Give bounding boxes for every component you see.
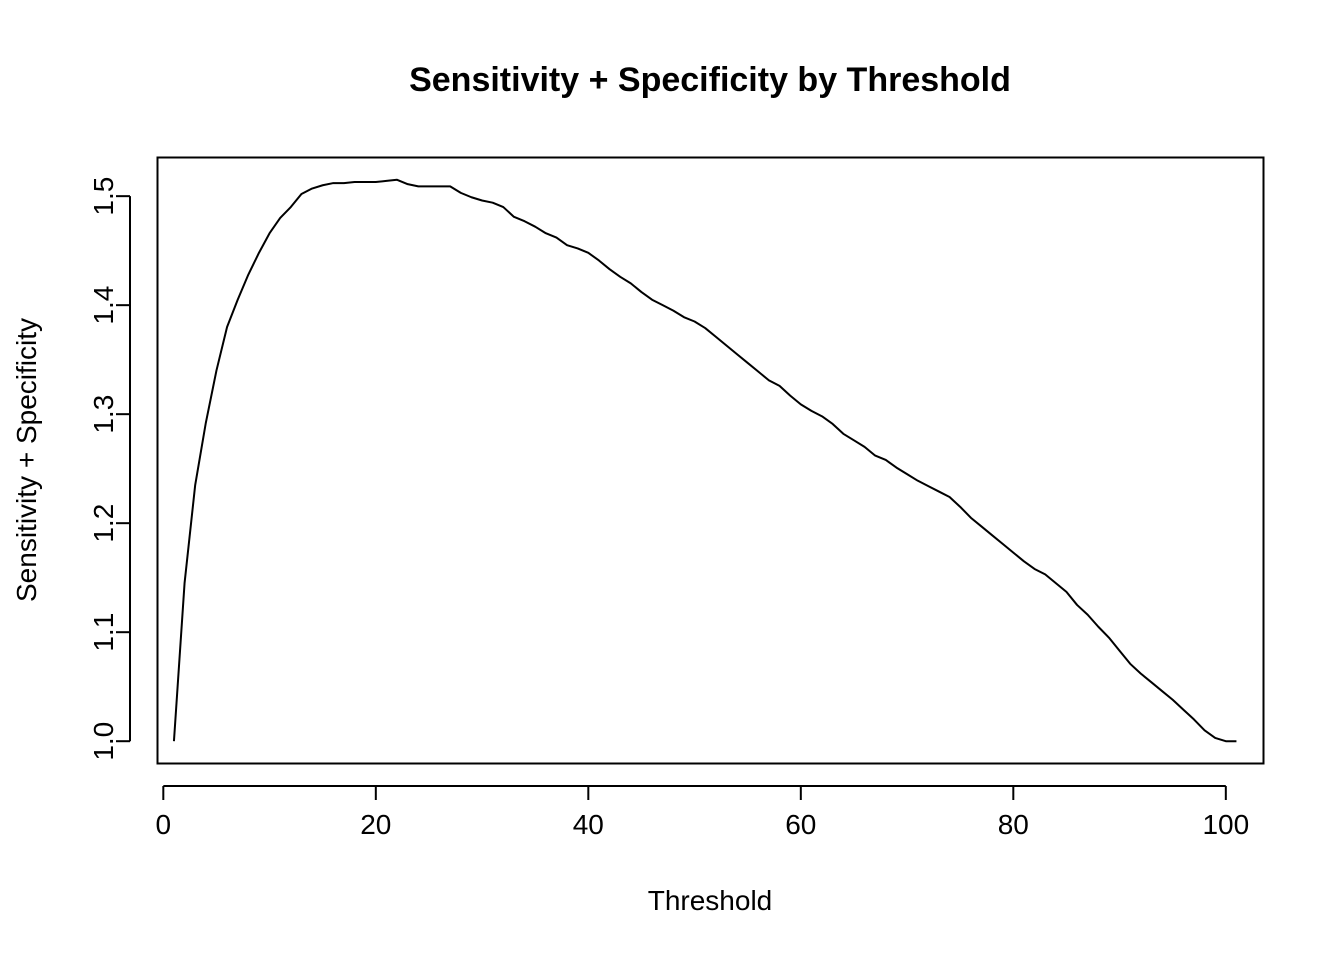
y-tick-label: 1.3 [88,395,119,434]
x-tick-label: 20 [360,809,391,840]
x-tick-label: 80 [998,809,1029,840]
plot-frame [156,156,1265,765]
y-tick-label: 1.2 [88,504,119,543]
x-tick-label: 100 [1202,809,1249,840]
y-tick-label: 1.5 [88,177,119,216]
chart-title: Sensitivity + Specificity by Threshold [409,61,1011,99]
x-axis-label: Threshold [648,885,773,916]
y-axis: 1.0 1.1 1.2 1.3 1.4 1.5 [88,177,131,761]
x-axis: 0 20 40 60 80 100 [156,785,1249,840]
x-tick-label: 0 [156,809,172,840]
x-tick-label: 40 [573,809,604,840]
x-tick-label: 60 [785,809,816,840]
y-axis-label: Sensitivity + Specificity [11,318,42,602]
series-layer [172,178,1237,743]
series-line [172,178,1237,743]
y-tick-label: 1.0 [88,722,119,761]
y-tick-label: 1.4 [88,286,119,325]
y-tick-label: 1.1 [88,613,119,652]
